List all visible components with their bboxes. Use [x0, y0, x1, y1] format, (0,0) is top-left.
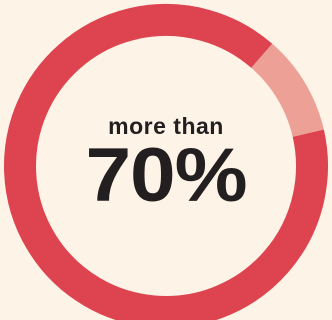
donut-slice-1: [250, 43, 324, 138]
center-prefix-label: more than: [108, 113, 224, 139]
donut-slice-0: [4, 4, 328, 320]
center-value-label: 70%: [85, 133, 247, 218]
